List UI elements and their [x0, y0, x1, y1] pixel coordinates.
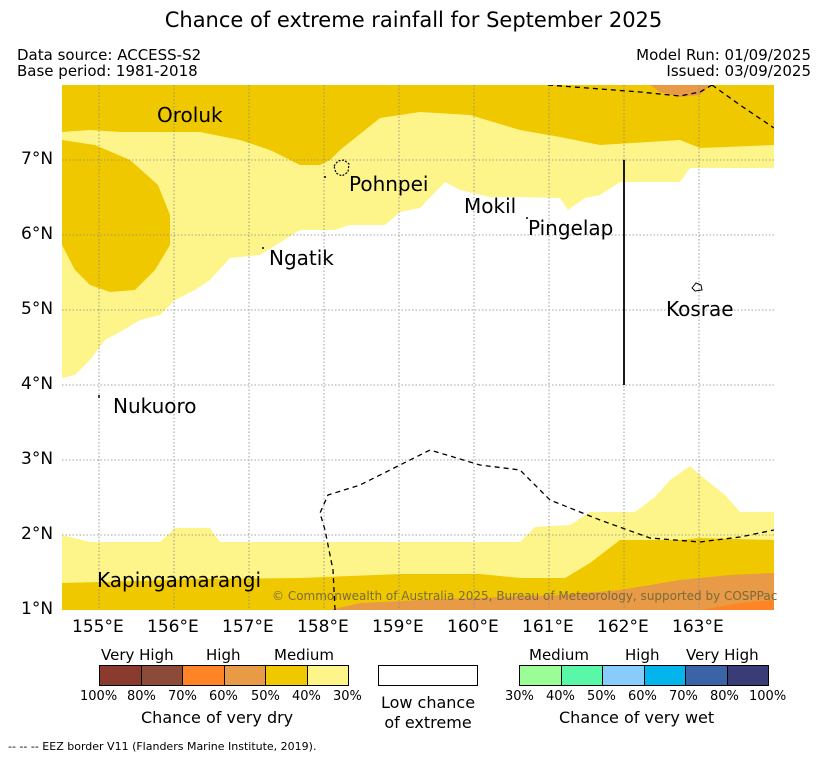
south-high-dry-region	[330, 573, 774, 610]
wet-swatch-2	[602, 665, 645, 686]
dry-swatch-0	[99, 665, 142, 686]
eez-borders	[319, 85, 774, 610]
north-low-medium-dry-region	[62, 85, 774, 378]
dry-header-very-high: Very High	[101, 646, 174, 664]
y-tick-4n: 4°N	[21, 374, 54, 394]
wet-swatch-0	[519, 665, 562, 686]
northeast-high-dry-patch	[650, 85, 710, 97]
wet-swatch-3	[643, 665, 686, 686]
wet-header-high: High	[625, 646, 660, 664]
meta-left: Data source: ACCESS-S2 Base period: 1981…	[17, 47, 201, 79]
wet-header-medium: Medium	[529, 646, 589, 664]
west-medium-dry-blob	[62, 140, 170, 292]
low-chance-caption-line2: of extreme	[384, 713, 472, 732]
y-tick-2n: 2°N	[21, 524, 54, 544]
issued-date: Issued: 03/09/2025	[666, 62, 811, 80]
label-ngatik: Ngatik	[269, 246, 334, 270]
dry-pct-80: 80%	[127, 689, 156, 704]
x-tick-160: 160°E	[447, 617, 499, 637]
label-kosrae: Kosrae	[666, 297, 734, 321]
x-tick-159: 159°E	[372, 617, 424, 637]
x-tick-158: 158°E	[297, 617, 349, 637]
label-pohnpei: Pohnpei	[349, 172, 429, 196]
y-tick-5n: 5°N	[21, 299, 54, 319]
label-nukuoro: Nukuoro	[113, 394, 197, 418]
dry-pct-60: 60%	[209, 689, 238, 704]
map-title: Chance of extreme rainfall for September…	[164, 8, 663, 32]
low-chance-caption: Low chance of extreme	[378, 693, 478, 733]
kosrae-island-outline	[691, 282, 703, 292]
x-tick-155: 155°E	[72, 617, 124, 637]
dry-pct-50: 50%	[251, 689, 280, 704]
dry-swatch-5	[306, 665, 349, 686]
wet-swatch-1	[560, 665, 603, 686]
pingelap-dot	[526, 217, 528, 219]
label-pingelap: Pingelap	[528, 216, 614, 240]
x-tick-157: 157°E	[222, 617, 274, 637]
dry-header-medium: Medium	[274, 646, 334, 664]
pohnpei-dot	[324, 176, 326, 178]
y-tick-3n: 3°N	[21, 449, 54, 469]
wet-pct-80: 80%	[710, 689, 739, 704]
wet-pct-50: 50%	[587, 689, 616, 704]
dry-swatch-1	[140, 665, 183, 686]
eez-footnote: -- -- -- EEZ border V11 (Flanders Marine…	[8, 740, 317, 753]
dry-pct-40: 40%	[292, 689, 321, 704]
map-plot-area	[62, 85, 774, 610]
data-source: Data source: ACCESS-S2	[17, 46, 202, 64]
dry-pct-70: 70%	[168, 689, 197, 704]
graticule	[62, 85, 774, 610]
dry-swatch-2	[182, 665, 225, 686]
low-chance-swatch	[378, 665, 478, 686]
base-period: Base period: 1981-2018	[17, 62, 198, 80]
wet-pct-30: 30%	[505, 689, 534, 704]
dry-pct-100: 100%	[80, 689, 118, 704]
label-oroluk: Oroluk	[157, 103, 223, 127]
y-tick-1n: 1°N	[21, 599, 54, 619]
dry-header-high: High	[206, 646, 241, 664]
wet-pct-70: 70%	[669, 689, 698, 704]
x-tick-163: 163°E	[672, 617, 724, 637]
wet-header-very-high: Very High	[686, 646, 759, 664]
x-tick-162: 162°E	[597, 617, 649, 637]
wet-pct-60: 60%	[628, 689, 657, 704]
label-mokil: Mokil	[464, 194, 517, 218]
x-tick-156: 156°E	[147, 617, 199, 637]
south-very-high-dry-strip	[700, 600, 774, 610]
model-run: Model Run: 01/09/2025	[636, 46, 811, 64]
wet-legend-caption: Chance of very wet	[559, 708, 715, 727]
x-tick-161: 161°E	[522, 617, 574, 637]
dry-swatch-4	[265, 665, 308, 686]
y-tick-6n: 6°N	[21, 224, 54, 244]
wet-pct-100: 100%	[749, 689, 787, 704]
meta-right: Model Run: 01/09/2025 Issued: 03/09/2025	[636, 47, 811, 79]
wet-swatch-5	[726, 665, 769, 686]
pohnpei-island-outline	[333, 159, 350, 177]
wet-swatch-4	[685, 665, 728, 686]
north-medium-dry-region	[62, 85, 774, 165]
dry-pct-30: 30%	[333, 689, 362, 704]
dry-swatch-3	[223, 665, 266, 686]
dry-legend-caption: Chance of very dry	[141, 708, 294, 727]
ngatik-dot	[262, 247, 264, 249]
copyright-notice: © Commonwealth of Australia 2025, Bureau…	[272, 589, 778, 603]
low-chance-caption-line1: Low chance	[380, 693, 476, 712]
y-tick-7n: 7°N	[21, 149, 54, 169]
wet-pct-40: 40%	[546, 689, 575, 704]
label-kapingamarangi: Kapingamarangi	[97, 568, 262, 592]
